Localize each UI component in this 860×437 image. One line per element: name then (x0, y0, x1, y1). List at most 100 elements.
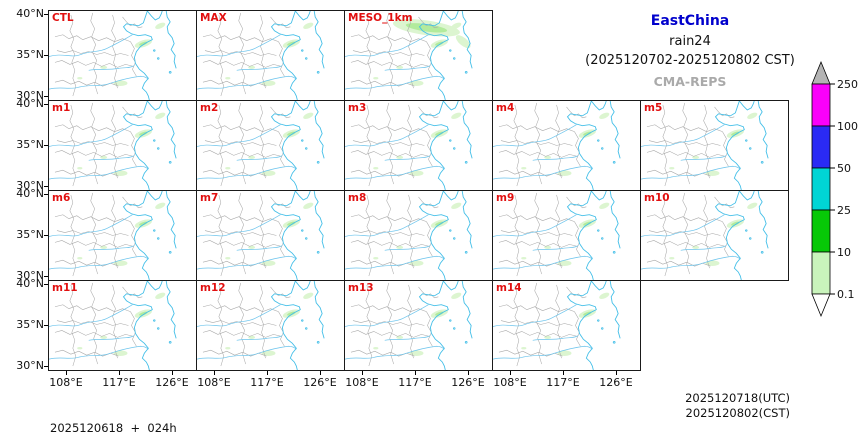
panel-m6: m6 (48, 190, 197, 281)
panel-label: m4 (496, 102, 515, 114)
panel-m4: m4 (492, 100, 641, 191)
colorbar-label: 250 (837, 78, 858, 91)
x-tick-mark (267, 371, 268, 375)
map-plot (49, 11, 196, 100)
x-axis-labels: 108°E 117°E 126°E (492, 376, 640, 390)
panel-label: CTL (52, 12, 74, 24)
colorbar-band-50-100 (811, 125, 831, 169)
panel-m14: m14 (492, 280, 641, 371)
y-tick-mark (44, 366, 48, 367)
panel-label: MESO_1km (348, 12, 413, 24)
y-tick-mark (44, 186, 48, 187)
x-axis-label: 108°E (197, 376, 231, 389)
map-plot (493, 281, 640, 370)
panel-m1: m1 (48, 100, 197, 191)
valid-time-utc: 2025120718(UTC) (685, 391, 790, 405)
figure-title: EastChina rain24 (2025120702-2025120802 … (540, 13, 840, 89)
y-axis-label: 30°N (16, 89, 44, 102)
x-tick-mark (563, 371, 564, 375)
footer-valid-times: 2025120718(UTC) 2025120802(CST) (592, 391, 790, 421)
y-axis-label: 35°N (16, 318, 44, 331)
x-axis-labels: 108°E 117°E 126°E (344, 376, 492, 390)
y-axis-label: 40°N (16, 97, 44, 110)
colorbar-band-10-25 (811, 209, 831, 253)
variable-title: rain24 (669, 34, 711, 49)
x-axis-label: 108°E (49, 376, 83, 389)
panel-label: m5 (644, 102, 663, 114)
map-plot (197, 281, 344, 370)
panel-label: m1 (52, 102, 71, 114)
map-plot (641, 101, 788, 190)
y-axis-label: 40°N (16, 187, 44, 200)
panel-label: m7 (200, 192, 219, 204)
colorbar-band-25-50 (811, 167, 831, 211)
y-axis-label: 35°N (16, 138, 44, 151)
panel-label: m2 (200, 102, 219, 114)
colorbar-label: 10 (837, 246, 851, 259)
x-axis-label: 108°E (345, 376, 379, 389)
panel-m13: m13 (344, 280, 493, 371)
panel-m7: m7 (196, 190, 345, 281)
map-plot (197, 101, 344, 190)
panel-m8: m8 (344, 190, 493, 281)
colorbar-label: 0.1 (837, 288, 855, 301)
map-plot (197, 11, 344, 100)
y-tick-mark (44, 104, 48, 105)
x-tick-mark (415, 371, 416, 375)
y-tick-mark (44, 96, 48, 97)
y-tick-mark (44, 325, 48, 326)
panel-max: MAX (196, 10, 345, 101)
x-axis-label: 126°E (155, 376, 189, 389)
x-axis-label: 108°E (493, 376, 527, 389)
panel-label: m6 (52, 192, 71, 204)
x-axis-label: 117°E (398, 376, 432, 389)
x-axis-label: 126°E (451, 376, 485, 389)
y-tick-mark (44, 194, 48, 195)
panel-label: m8 (348, 192, 367, 204)
panel-label: m3 (348, 102, 367, 114)
panel-label: m14 (496, 282, 522, 294)
x-tick-mark (616, 371, 617, 375)
y-axis-label: 35°N (16, 228, 44, 241)
map-plot (493, 101, 640, 190)
colorbar-label: 50 (837, 162, 851, 175)
init-time-utc: 2025120618 + 024h (50, 421, 177, 435)
y-axis-label: 40°N (16, 277, 44, 290)
map-plot (197, 191, 344, 280)
x-axis-labels: 108°E 117°E 126°E (196, 376, 344, 390)
colorbar-band-0.1-10 (811, 251, 831, 295)
map-plot (49, 191, 196, 280)
x-axis-labels: 108°E 117°E 126°E (48, 376, 196, 390)
x-axis-label: 126°E (303, 376, 337, 389)
panel-m2: m2 (196, 100, 345, 191)
map-plot (49, 101, 196, 190)
panel-m11: m11 (48, 280, 197, 371)
panel-m3: m3 (344, 100, 493, 191)
y-axis-label: 35°N (16, 48, 44, 61)
map-plot (641, 191, 788, 280)
colorbar-under-arrow (811, 293, 831, 318)
colorbar-band-100-250 (811, 83, 831, 127)
x-tick-mark (66, 371, 67, 375)
x-axis-label: 117°E (546, 376, 580, 389)
panel-label: m11 (52, 282, 78, 294)
panel-m12: m12 (196, 280, 345, 371)
model-title: CMA-REPS (653, 74, 727, 89)
x-tick-mark (119, 371, 120, 375)
y-axis-label: 30°N (16, 179, 44, 192)
panel-ctl: CTL (48, 10, 197, 101)
panel-m5: m5 (640, 100, 789, 191)
y-tick-mark (44, 235, 48, 236)
x-tick-mark (362, 371, 363, 375)
footer-init-times: 2025120618 + 024h 2025120702 + 024h (50, 391, 177, 437)
x-tick-mark (320, 371, 321, 375)
region-title: EastChina (650, 13, 730, 29)
y-tick-mark (44, 14, 48, 15)
map-plot (493, 191, 640, 280)
y-tick-mark (44, 145, 48, 146)
map-plot (49, 281, 196, 370)
colorbar-over-arrow (811, 60, 831, 85)
x-tick-mark (172, 371, 173, 375)
panel-m9: m9 (492, 190, 641, 281)
